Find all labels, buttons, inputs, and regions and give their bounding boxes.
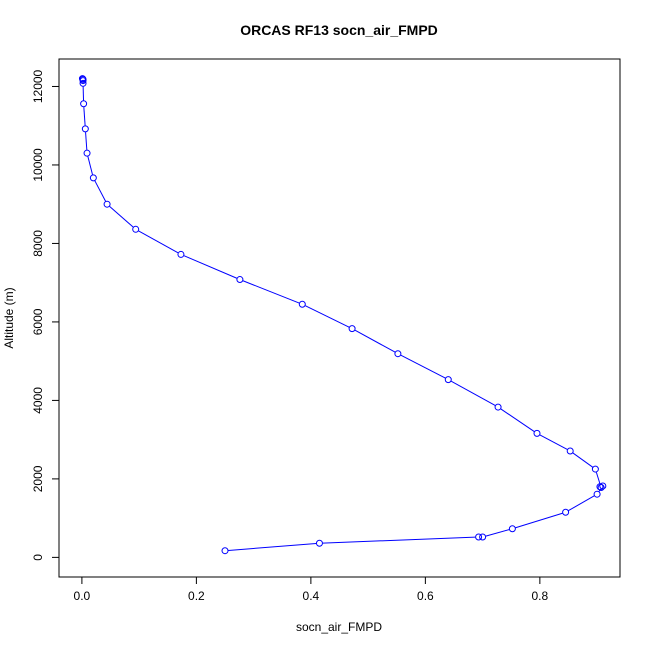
data-point	[508, 525, 516, 533]
x-tick-label: 0.8	[532, 589, 549, 603]
series-line-segment	[572, 452, 593, 468]
data-point	[79, 79, 87, 87]
series-line-segment	[228, 543, 317, 551]
series-line-segment	[322, 536, 476, 544]
series-line-segment	[515, 512, 563, 529]
data-point	[236, 276, 244, 284]
x-tick-label: 0.4	[303, 589, 320, 603]
data-point	[315, 539, 323, 547]
series-line-segment	[83, 106, 86, 126]
series-line-segment	[109, 205, 134, 228]
data-point	[444, 376, 452, 384]
y-tick-label: 12000	[31, 69, 45, 103]
series-line-segment	[242, 280, 300, 304]
x-axis-label: socn_air_FMPD	[296, 620, 382, 634]
data-point	[78, 75, 86, 83]
data-point	[596, 483, 604, 491]
series-line-segment	[354, 329, 396, 353]
y-tick-label: 4000	[31, 387, 45, 414]
data-point	[80, 100, 88, 108]
series-line-segment	[500, 408, 535, 432]
data-point	[494, 403, 502, 411]
y-tick-label: 8000	[31, 230, 45, 257]
plot-frame	[58, 58, 621, 578]
data-point	[81, 125, 89, 133]
series-line-segment	[94, 180, 107, 202]
data-point	[597, 484, 605, 492]
data-point	[89, 174, 97, 182]
data-point	[132, 225, 140, 233]
y-tick-label: 2000	[31, 465, 45, 492]
series-line-segment	[305, 305, 350, 328]
y-tick-label: 0	[31, 554, 45, 561]
data-point	[479, 533, 487, 541]
x-tick-label: 0.0	[74, 589, 91, 603]
data-point	[394, 350, 402, 358]
data-point	[103, 200, 111, 208]
data-point	[562, 508, 570, 516]
data-point	[591, 465, 599, 473]
y-axis: 0 2000 4000 6000 8000 10000 12000	[31, 69, 60, 561]
x-axis: 0.0 0.2 0.4 0.6 0.8	[74, 576, 549, 603]
data-point	[566, 447, 574, 455]
series-line-segment	[485, 529, 510, 537]
data-point	[475, 533, 483, 541]
series-line-segment	[85, 132, 88, 150]
series-layer	[78, 75, 607, 555]
series-line-segment	[400, 354, 446, 379]
series-line-segment	[450, 380, 496, 406]
data-point	[177, 250, 185, 258]
x-tick-label: 0.2	[188, 589, 205, 603]
data-point	[593, 490, 601, 498]
data-point	[298, 300, 306, 308]
series-line-segment	[183, 255, 238, 279]
series-line-segment	[138, 230, 179, 254]
data-point	[533, 429, 541, 437]
series-line-segment	[87, 156, 94, 175]
series-line-segment	[595, 472, 601, 485]
data-point	[599, 482, 607, 490]
y-tick-label: 10000	[31, 148, 45, 182]
data-point	[348, 325, 356, 333]
series-line-segment	[539, 434, 568, 450]
y-tick-label: 6000	[31, 308, 45, 335]
series-line-segment	[568, 495, 595, 512]
x-tick-label: 0.6	[417, 589, 434, 603]
chart-title: ORCAS RF13 socn_air_FMPD	[240, 22, 438, 38]
data-point	[83, 149, 91, 157]
y-axis-label: Altitude (m)	[2, 287, 16, 348]
data-point	[221, 547, 229, 555]
